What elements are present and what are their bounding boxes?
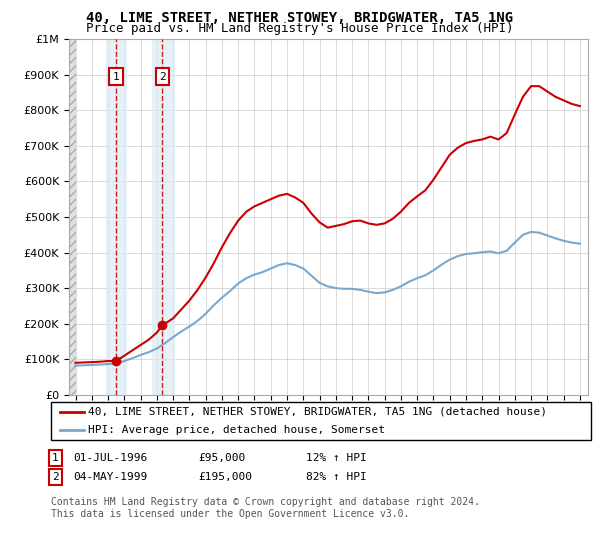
Text: 40, LIME STREET, NETHER STOWEY, BRIDGWATER, TA5 1NG: 40, LIME STREET, NETHER STOWEY, BRIDGWAT… <box>86 11 514 25</box>
Text: 2: 2 <box>52 472 59 482</box>
Text: £95,000: £95,000 <box>198 453 245 463</box>
Text: 1: 1 <box>52 453 59 463</box>
Text: Contains HM Land Registry data © Crown copyright and database right 2024.
This d: Contains HM Land Registry data © Crown c… <box>51 497 480 519</box>
Text: Price paid vs. HM Land Registry's House Price Index (HPI): Price paid vs. HM Land Registry's House … <box>86 22 514 35</box>
Text: 40, LIME STREET, NETHER STOWEY, BRIDGWATER, TA5 1NG (detached house): 40, LIME STREET, NETHER STOWEY, BRIDGWAT… <box>88 407 547 417</box>
Text: £195,000: £195,000 <box>198 472 252 482</box>
Text: 04-MAY-1999: 04-MAY-1999 <box>73 472 148 482</box>
Bar <box>152 39 175 395</box>
Text: 12% ↑ HPI: 12% ↑ HPI <box>306 453 367 463</box>
Text: 1: 1 <box>113 72 119 82</box>
Bar <box>106 39 127 395</box>
Text: 82% ↑ HPI: 82% ↑ HPI <box>306 472 367 482</box>
Text: 2: 2 <box>159 72 166 82</box>
Text: HPI: Average price, detached house, Somerset: HPI: Average price, detached house, Some… <box>88 424 385 435</box>
Bar <box>69 39 76 395</box>
Text: 01-JUL-1996: 01-JUL-1996 <box>73 453 148 463</box>
